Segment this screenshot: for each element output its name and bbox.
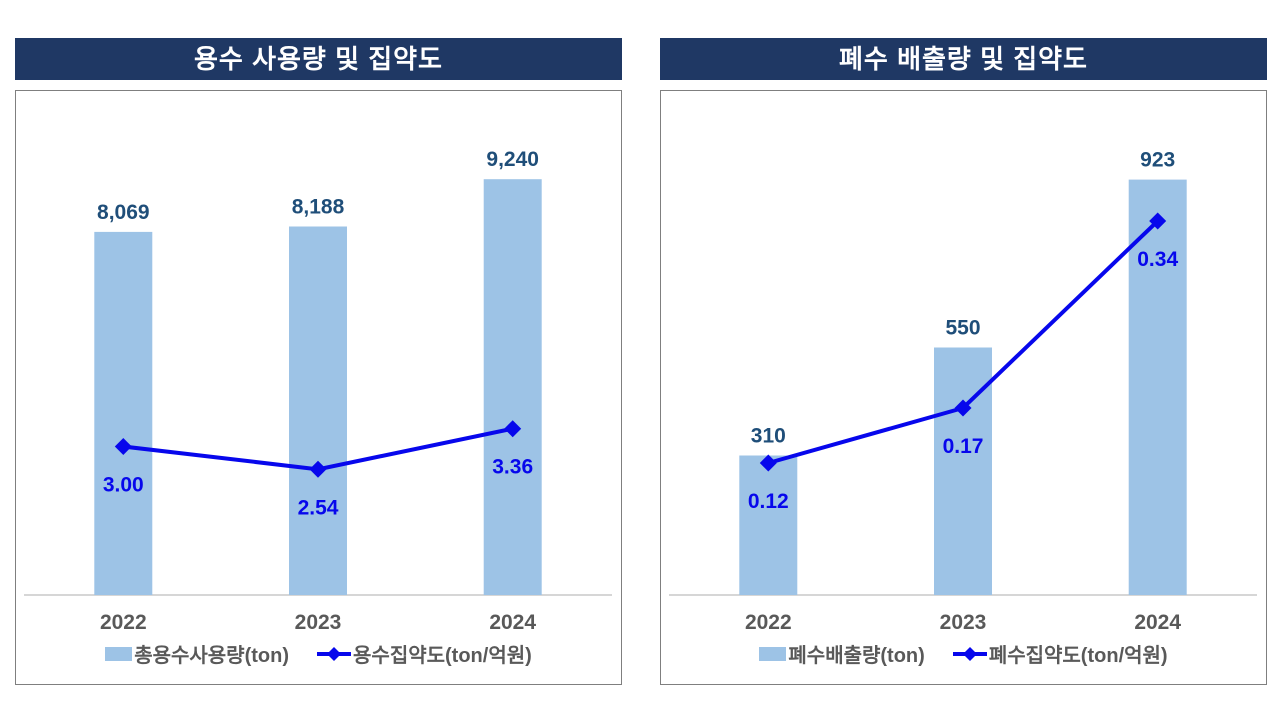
line-legend-swatch (317, 646, 352, 661)
bar-value-label: 550 (945, 317, 980, 340)
line-value-label: 0.34 (1137, 248, 1178, 271)
wastewater-chart-block: 폐수 배출량 및 집약도 310 550 923 0.12 0.17 0.34 2022 20… (660, 38, 1267, 685)
legend-label-bar: 폐수배출량(ton) (788, 645, 925, 667)
chart-legend-water: 총용수사용량(ton) 용수집약도(ton/억원) (16, 639, 621, 668)
legend-label-bar: 총용수사용량(ton) (134, 645, 290, 667)
line-marker-diamond (1149, 212, 1167, 230)
x-axis-label-2022: 2022 (745, 611, 792, 634)
legend-item-line: 용수집약도(ton/억원) (317, 639, 532, 668)
bar-2024 (1128, 179, 1187, 595)
bar-value-label: 8,188 (292, 196, 345, 219)
x-axis-label-2023: 2023 (295, 611, 342, 634)
water-usage-chart-block: 용수 사용량 및 집약도 8,069 8,188 9,240 3.00 2.54 3.36… (15, 38, 622, 685)
chart-title-water: 용수 사용량 및 집약도 (15, 38, 622, 80)
line-marker-diamond (309, 460, 327, 478)
bar-2024 (483, 179, 542, 595)
chart-panel-wastewater: 310 550 923 0.12 0.17 0.34 2022 2023 2024 폐수배출량(… (660, 90, 1267, 685)
bar-legend-swatch (759, 646, 787, 661)
bar-legend-swatch (105, 646, 133, 661)
line-value-label: 0.12 (748, 490, 789, 513)
legend-item-bar: 폐수배출량(ton) (759, 639, 925, 668)
bar-2023 (289, 226, 347, 595)
line-legend-swatch (952, 646, 987, 661)
legend-item-bar: 총용수사용량(ton) (105, 639, 289, 668)
bar-value-label: 9,240 (486, 148, 539, 171)
bar-2022 (94, 231, 153, 595)
x-axis-label-2023: 2023 (940, 611, 987, 634)
line-marker-diamond (114, 438, 132, 455)
chart-plot-water: 8,069 8,188 9,240 3.00 2.54 3.36 2022 2023 2024 (24, 148, 612, 634)
bar-value-label: 923 (1140, 149, 1175, 172)
line-marker-diamond (759, 454, 777, 472)
x-axis-label-2024: 2024 (489, 611, 536, 634)
chart-plot-wastewater: 310 550 923 0.12 0.17 0.34 2022 2023 2024 (669, 149, 1257, 634)
line-marker-diamond (504, 420, 522, 438)
legend-label-line: 용수집약도(ton/억원) (353, 645, 532, 667)
line-value-label: 3.00 (103, 474, 144, 497)
line-value-label: 0.17 (943, 435, 984, 458)
chart-legend-wastewater: 폐수배출량(ton) 폐수집약도(ton/억원) (661, 639, 1266, 668)
chart-panel-water: 8,069 8,188 9,240 3.00 2.54 3.36 2022 2023 2024 … (15, 90, 622, 685)
bar-value-label: 8,069 (97, 201, 150, 224)
x-axis-label-2024: 2024 (1134, 611, 1181, 634)
bar-value-label: 310 (751, 425, 786, 448)
legend-item-line: 폐수집약도(ton/억원) (952, 639, 1168, 668)
bar-2023 (934, 347, 992, 595)
line-value-label: 2.54 (298, 496, 339, 519)
chart-title-wastewater: 폐수 배출량 및 집약도 (660, 38, 1267, 80)
line-marker-diamond (954, 399, 972, 417)
x-axis-label-2022: 2022 (100, 611, 147, 634)
line-value-label: 3.36 (492, 456, 533, 479)
legend-label-line: 폐수집약도(ton/억원) (988, 645, 1168, 667)
bar-2022 (739, 455, 798, 595)
